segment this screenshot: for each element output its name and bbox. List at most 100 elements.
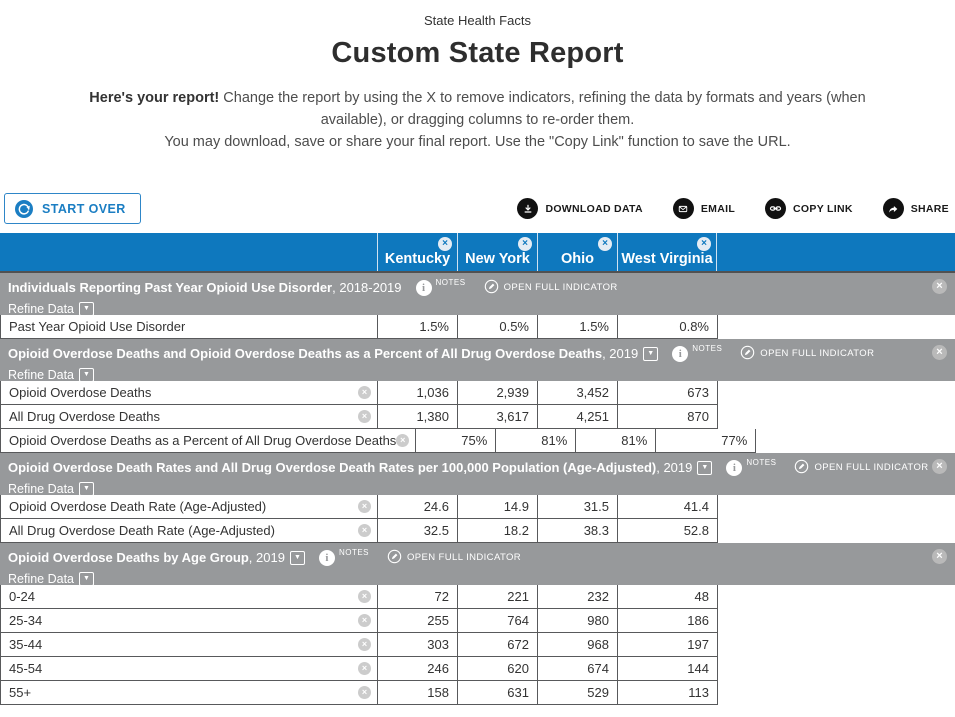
state-column-label: Ohio	[560, 251, 595, 268]
indicator-section-header: Opioid Overdose Deaths by Age Group, 201…	[0, 543, 955, 587]
remove-row-icon[interactable]: ×	[358, 638, 371, 652]
open-indicator-icon	[794, 459, 809, 477]
year-dropdown[interactable]: ▼	[643, 346, 659, 361]
report-actions: DOWNLOAD DATA EMAIL COPY LINK SHARE	[517, 198, 949, 220]
row-filler	[718, 585, 955, 610]
row-label: Opioid Overdose Deaths as a Percent of A…	[9, 433, 397, 449]
value-cell: 672	[458, 633, 538, 657]
row-label: All Drug Overdose Death Rate (Age-Adjust…	[9, 523, 275, 539]
email-button[interactable]: EMAIL	[672, 198, 736, 220]
download-data-button[interactable]: DOWNLOAD DATA	[517, 198, 643, 220]
remove-indicator-icon[interactable]: ×	[932, 459, 947, 475]
refine-data-dropdown[interactable]: ▼	[79, 368, 95, 383]
remove-row-icon[interactable]: ×	[358, 500, 371, 514]
row-label-cell: Opioid Overdose Deaths ×	[1, 381, 378, 405]
column-header-ohio[interactable]: × Ohio	[537, 233, 617, 272]
email-icon	[672, 198, 694, 220]
refine-data-dropdown[interactable]: ▼	[79, 302, 95, 317]
row-filler	[718, 609, 955, 634]
refine-data-dropdown[interactable]: ▼	[79, 572, 95, 587]
table-row: Past Year Opioid Use Disorder × 1.5%0.5%…	[0, 315, 955, 340]
remove-row-icon[interactable]: ×	[358, 614, 371, 628]
value-cell: 113	[618, 681, 718, 705]
state-columns-header: × Kentucky × New York × Ohio × West Virg…	[0, 233, 955, 274]
table-row: 25-34 × 255 764 980 186	[0, 609, 955, 634]
download-icon	[517, 198, 539, 220]
row-label: 55+	[9, 685, 32, 701]
intro-line-1: Here's your report! Change the report by…	[56, 87, 900, 131]
value-cell: 144	[618, 657, 718, 681]
row-label: Opioid Overdose Death Rate (Age-Adjusted…	[9, 499, 267, 515]
copy-link-icon	[765, 198, 787, 220]
indicator-section-header: Opioid Overdose Death Rates and All Drug…	[0, 453, 955, 497]
value-cell: 158	[378, 681, 458, 705]
remove-row-icon[interactable]: ×	[358, 662, 371, 676]
open-full-indicator-link[interactable]: OPEN FULL INDICATOR	[794, 459, 928, 477]
remove-column-icon[interactable]: ×	[697, 237, 711, 252]
open-full-indicator-label: OPEN FULL INDICATOR	[407, 552, 522, 564]
column-header-new-york[interactable]: × New York	[457, 233, 537, 272]
year-dropdown[interactable]: ▼	[697, 460, 713, 475]
value-cell: 246	[378, 657, 458, 681]
open-full-indicator-label: OPEN FULL INDICATOR	[760, 348, 875, 360]
share-button[interactable]: SHARE	[882, 198, 949, 220]
open-full-indicator-link[interactable]: OPEN FULL INDICATOR	[740, 345, 874, 363]
remove-row-icon[interactable]: ×	[358, 524, 371, 538]
remove-row-icon[interactable]: ×	[358, 590, 371, 604]
remove-indicator-icon[interactable]: ×	[932, 549, 947, 565]
row-filler	[718, 633, 955, 658]
remove-row-icon[interactable]: ×	[396, 434, 410, 448]
action-label: DOWNLOAD DATA	[545, 202, 643, 215]
remove-indicator-icon[interactable]: ×	[932, 279, 947, 295]
remove-row-icon[interactable]: ×	[358, 410, 371, 424]
state-column-label: Kentucky	[384, 251, 451, 268]
notes-info-icon[interactable]: i	[672, 345, 689, 362]
table-row: All Drug Overdose Death Rate (Age-Adjust…	[0, 519, 955, 544]
remove-column-icon[interactable]: ×	[598, 237, 612, 252]
site-title: State Health Facts	[424, 13, 531, 28]
action-label: COPY LINK	[793, 202, 853, 215]
action-label: SHARE	[910, 202, 949, 215]
remove-column-icon[interactable]: ×	[518, 237, 532, 252]
value-cell: 980	[538, 609, 618, 633]
column-header-kentucky[interactable]: × Kentucky	[377, 233, 457, 272]
value-cell: 24.6	[378, 495, 458, 519]
notes-label: NOTES	[746, 458, 777, 468]
copy-link-button[interactable]: COPY LINK	[765, 198, 853, 220]
year-dropdown[interactable]: ▼	[289, 550, 305, 565]
open-full-indicator-link[interactable]: OPEN FULL INDICATOR	[484, 279, 618, 297]
remove-indicator-icon[interactable]: ×	[932, 345, 947, 361]
state-column-label: New York	[465, 251, 530, 268]
remove-row-icon[interactable]: ×	[358, 386, 371, 400]
value-cell: 674	[538, 657, 618, 681]
notes-info-icon[interactable]: i	[318, 549, 335, 566]
row-label-cell: 0-24 ×	[1, 585, 378, 609]
remove-column-icon[interactable]: ×	[438, 237, 452, 252]
indicator-year: , 2018-2019	[332, 280, 402, 296]
value-cell: 32.5	[378, 519, 458, 543]
row-filler	[718, 519, 955, 544]
value-cell: 41.4	[618, 495, 718, 519]
toolbar: START OVER DOWNLOAD DATA EMAIL COPY LINK…	[4, 193, 949, 225]
value-cell: 764	[458, 609, 538, 633]
start-over-button[interactable]: START OVER	[4, 193, 141, 225]
row-label-cell: Past Year Opioid Use Disorder ×	[1, 315, 378, 339]
value-cell: 221	[458, 585, 538, 609]
remove-row-icon[interactable]: ×	[358, 686, 371, 700]
open-full-indicator-link[interactable]: OPEN FULL INDICATOR	[387, 549, 521, 567]
value-cell: 620	[458, 657, 538, 681]
row-filler	[718, 657, 955, 682]
column-header-west-virginia[interactable]: × West Virginia	[617, 233, 717, 272]
refine-data-label: Refine Data	[8, 368, 75, 383]
indicator-year: , 2019	[656, 460, 693, 476]
row-label-cell: 55+ ×	[1, 681, 378, 705]
notes-info-icon[interactable]: i	[726, 459, 743, 476]
value-cell: 968	[538, 633, 618, 657]
notes-info-icon[interactable]: i	[415, 279, 432, 296]
action-label: EMAIL	[700, 202, 736, 215]
row-label-cell: Opioid Overdose Death Rate (Age-Adjusted…	[1, 495, 378, 519]
indicator-title: Opioid Overdose Death Rates and All Drug…	[8, 460, 657, 476]
refine-data-dropdown[interactable]: ▼	[79, 482, 95, 497]
value-cell: 186	[618, 609, 718, 633]
